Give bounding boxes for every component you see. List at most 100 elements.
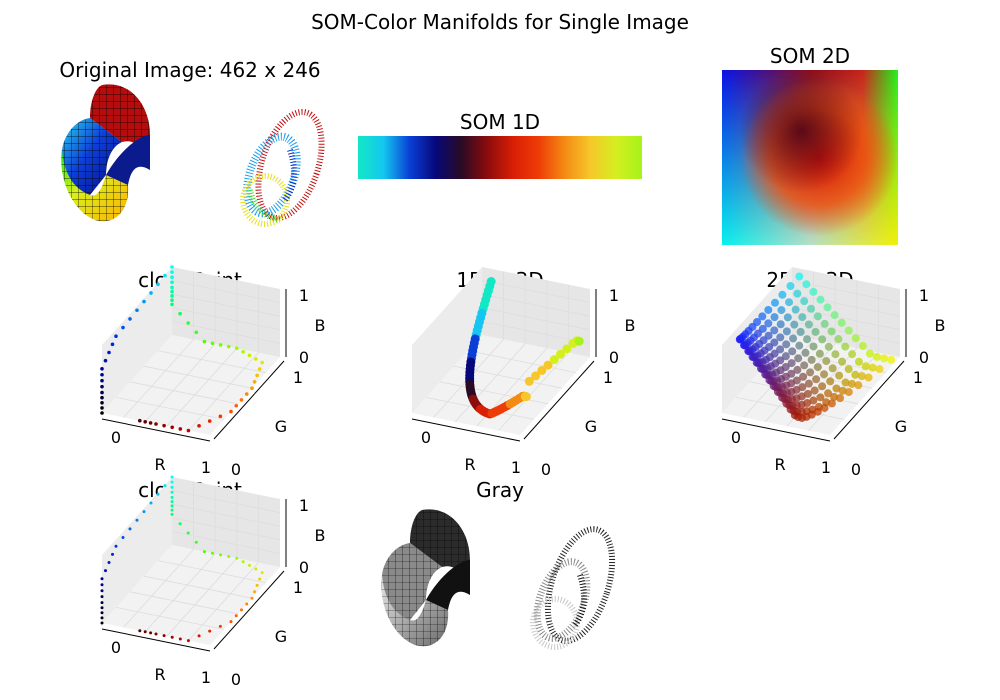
- grid-node: [844, 388, 853, 397]
- data-point: [149, 631, 153, 635]
- grid-node: [802, 280, 811, 289]
- back-pane: [172, 267, 280, 357]
- som2d-map: [722, 70, 898, 245]
- left-pane: [102, 267, 172, 413]
- gray-image: [381, 509, 616, 650]
- grid-node: [803, 335, 812, 344]
- grid-node: [798, 313, 807, 322]
- grid-node: [847, 379, 856, 388]
- grid-node: [816, 295, 825, 304]
- curve-point: [543, 360, 553, 370]
- y-tick-0: 0: [231, 460, 241, 479]
- curve-point: [549, 355, 559, 365]
- data-point: [170, 298, 174, 302]
- y-tick-1: 1: [293, 578, 303, 597]
- data-point: [234, 403, 239, 408]
- data-point: [250, 596, 254, 600]
- grid-node: [793, 365, 802, 374]
- grid-line: [144, 343, 216, 423]
- ribbon-surface: [61, 84, 150, 222]
- original-image-title: Original Image: 462 x 246: [59, 58, 321, 82]
- data-point: [207, 419, 212, 423]
- grid-node: [813, 407, 822, 416]
- y-axis-line: [213, 360, 285, 440]
- grid-line: [144, 553, 216, 633]
- grid-node: [868, 363, 877, 372]
- data-point: [143, 630, 147, 634]
- data-point: [218, 414, 223, 419]
- data-point: [227, 555, 231, 559]
- grid-line: [188, 562, 259, 641]
- data-point: [162, 634, 166, 638]
- data-point: [210, 341, 215, 346]
- y-tick-0: 0: [541, 460, 551, 479]
- grid-node: [813, 312, 822, 321]
- grid-node: [812, 375, 821, 384]
- grid-line: [481, 280, 591, 303]
- data-point: [114, 544, 118, 548]
- data-point: [234, 614, 238, 618]
- grid-line: [115, 607, 225, 630]
- grid-line: [481, 293, 591, 317]
- grid-node: [815, 349, 824, 358]
- data-point: [128, 317, 132, 321]
- curve-point: [524, 376, 534, 386]
- grid-line: [171, 503, 281, 527]
- grid-node: [836, 394, 845, 403]
- data-point: [186, 531, 190, 535]
- y-axis-label: G: [275, 627, 287, 646]
- grid-node: [887, 355, 896, 364]
- data-point: [156, 492, 160, 496]
- x-axis-label: R: [154, 455, 165, 474]
- data-point: [253, 590, 257, 594]
- grid-node: [832, 384, 841, 393]
- floor-pane: [412, 335, 590, 435]
- data-point: [178, 427, 183, 431]
- data-point: [258, 577, 262, 581]
- data-point: [100, 583, 104, 587]
- grid-node: [786, 282, 795, 291]
- grid-node: [770, 349, 779, 358]
- grid-node: [781, 352, 790, 361]
- data-point: [142, 299, 146, 304]
- y-axis-label: G: [275, 417, 287, 436]
- data-point: [186, 321, 190, 325]
- grid-line: [454, 343, 526, 423]
- grid-line: [171, 531, 281, 554]
- left-pane: [102, 477, 172, 623]
- left-pane: [412, 267, 482, 413]
- data-point: [248, 563, 251, 567]
- grid-node: [789, 334, 798, 343]
- data-point: [154, 632, 158, 636]
- data-point: [229, 620, 233, 624]
- data-point: [241, 350, 245, 354]
- grid-node: [770, 326, 779, 335]
- data-point: [260, 360, 264, 365]
- z-tick-1: 1: [919, 286, 929, 305]
- back-pane: [172, 477, 280, 567]
- data-point: [202, 550, 206, 554]
- grid-node: [781, 363, 790, 372]
- grid-line: [439, 381, 549, 405]
- grid-node: [787, 369, 796, 378]
- y-tick-1: 1: [913, 368, 923, 387]
- z-tick-1: 1: [299, 286, 309, 305]
- grid-node: [776, 356, 785, 365]
- data-point: [260, 571, 264, 575]
- grid-node: [834, 335, 843, 344]
- grid-node: [800, 297, 809, 306]
- som1d-gradient: [358, 136, 642, 179]
- data-point: [211, 551, 214, 555]
- grid-line: [171, 490, 281, 513]
- grid-node: [809, 396, 818, 405]
- data-point: [142, 510, 146, 514]
- grid-node: [777, 306, 786, 315]
- data-point: [170, 635, 174, 639]
- x-tick-1: 1: [511, 458, 521, 477]
- grid-node: [827, 327, 836, 336]
- data-point: [219, 553, 223, 557]
- x-tick-0: 0: [731, 428, 741, 447]
- y-axis-line: [213, 570, 285, 650]
- data-point: [149, 501, 153, 505]
- grid-node: [823, 303, 832, 312]
